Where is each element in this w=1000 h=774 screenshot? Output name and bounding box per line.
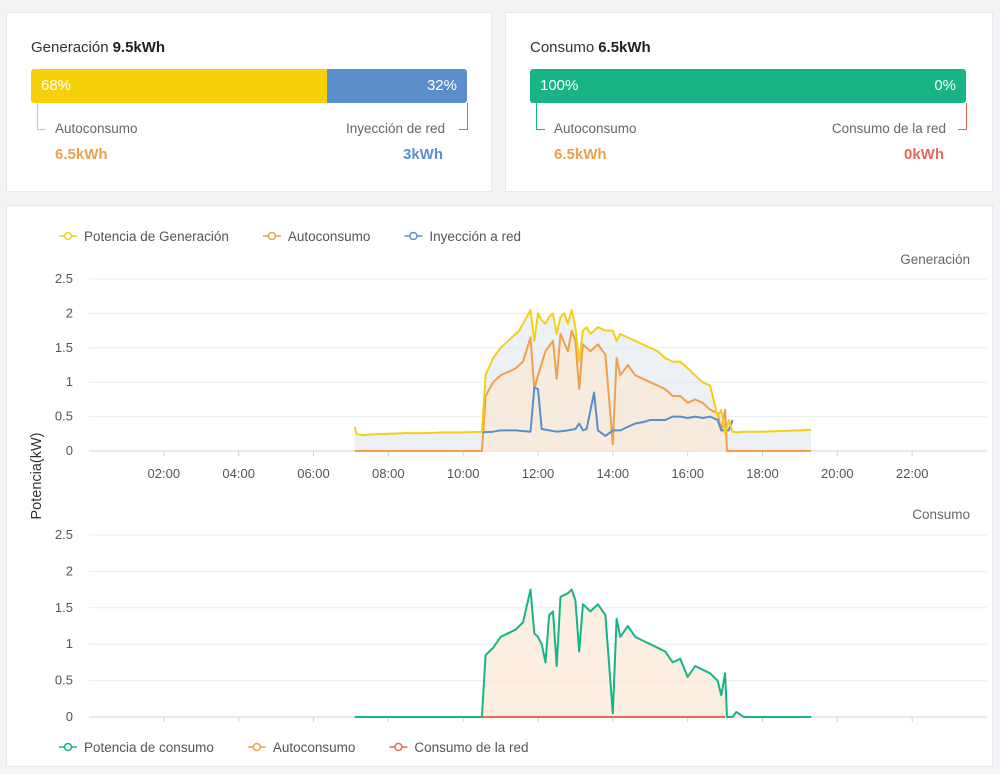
- consumption-total: 6.5kWh: [598, 39, 651, 56]
- gen-legend-marker: [63, 231, 73, 241]
- cons-legend-marker: [394, 742, 403, 752]
- gen-y-tick-label: 1.5: [55, 340, 73, 355]
- gen-line-autoconsumo: [354, 329, 812, 452]
- x-tick-label: 14:00: [597, 466, 630, 481]
- generation-right-value: 3kWh: [402, 146, 443, 163]
- x-tick-label: 20:00: [821, 466, 854, 481]
- consumption-bar: 100% 0%: [530, 69, 966, 103]
- generation-card: Generación 9.5kWh 68% 32% Autoconsumo Iny…: [6, 12, 492, 192]
- x-tick-label: 02:00: [148, 466, 181, 481]
- gen-line-inyecci-n-a-red: [481, 386, 734, 437]
- gen-area-autoconsumo: [354, 330, 812, 451]
- consumption-left-bracket: [536, 103, 545, 130]
- cons-line-potencia-de-consumo: [354, 588, 812, 718]
- cons-y-tick-label: 1.5: [55, 600, 73, 615]
- gen-y-tick-label: 0.5: [55, 409, 73, 424]
- cons-y-tick-label: 2.5: [55, 527, 73, 542]
- cons-panel-label: Consumo: [912, 507, 970, 522]
- x-tick-label: 16:00: [671, 466, 704, 481]
- generation-bar: 68% 32%: [31, 69, 467, 103]
- gen-legend-label: Potencia de Generación: [84, 229, 229, 244]
- gen-y-tick-label: 2.5: [55, 271, 73, 286]
- x-tick-label: 10:00: [447, 466, 480, 481]
- consumption-card: Consumo 6.5kWh 100% 0% Autoconsumo Consum…: [505, 12, 993, 192]
- cons-legend-label: Potencia de consumo: [84, 740, 214, 755]
- gen-legend-marker: [267, 231, 277, 241]
- consumption-right-bracket: [958, 103, 967, 130]
- generation-left-label: Autoconsumo: [55, 121, 138, 136]
- cons-y-tick-label: 0.5: [55, 673, 73, 688]
- x-tick-label: 18:00: [746, 466, 779, 481]
- cons-legend-label: Consumo de la red: [414, 740, 528, 755]
- gen-legend-label: Inyección a red: [429, 229, 521, 244]
- generation-right-label: Inyección de red: [345, 121, 445, 136]
- generation-left-value: 6.5kWh: [55, 146, 108, 163]
- consumption-right-label: Consumo de la red: [831, 121, 946, 136]
- cons-legend-marker: [63, 742, 73, 752]
- x-tick-label: 22:00: [896, 466, 929, 481]
- cons-legend-marker: [252, 742, 262, 752]
- generation-grid-injection-segment: 32%: [327, 69, 467, 103]
- power-chart-card: 0 0.5 1 1.5 2 2.5 02:00 04:00 06:00 08:00 10:00 12:…: [6, 205, 993, 767]
- gen-legend-label: Autoconsumo: [288, 229, 371, 244]
- x-tick-label: 06:00: [297, 466, 330, 481]
- cons-area-autoconsumo: [354, 589, 812, 717]
- consumption-right-value: 0kWh: [903, 146, 944, 163]
- y-axis-label: Potencia(kW): [29, 432, 45, 519]
- gen-y-tick-label: 1: [66, 374, 73, 389]
- cons-legend-label: Autoconsumo: [273, 740, 356, 755]
- generation-total: 9.5kWh: [112, 39, 166, 56]
- cons-y-tick-label: 0: [66, 709, 73, 724]
- gen-y-tick-label: 0: [66, 443, 73, 458]
- gen-y-tick-label: 2: [66, 305, 73, 320]
- x-tick-label: 12:00: [522, 466, 555, 481]
- consumption-self-consumption-segment: 100%: [530, 69, 966, 103]
- x-tick-label: 08:00: [372, 466, 405, 481]
- gen-panel-label: Generación: [900, 252, 970, 267]
- consumption-title: Consumo 6.5kWh: [530, 39, 651, 56]
- gen-line-potencia-de-generaci-n: [353, 309, 812, 437]
- generation-left-bracket: [37, 103, 46, 130]
- cons-y-tick-label: 2: [66, 563, 73, 578]
- generation-self-consumption-segment: 68%: [31, 69, 328, 103]
- gen-legend-marker: [409, 231, 418, 241]
- consumption-left-value: 6.5kWh: [554, 146, 607, 163]
- power-chart: 0 0.5 1 1.5 2 2.5 02:00 04:00 06:00 08:00 10:00 12:…: [29, 229, 987, 755]
- cons-y-tick-label: 1: [66, 636, 73, 651]
- x-tick-label: 04:00: [222, 466, 255, 481]
- consumption-grid-segment: 0%: [934, 77, 956, 94]
- generation-right-bracket: [459, 103, 468, 130]
- generation-title: Generación 9.5kWh: [31, 39, 166, 56]
- consumption-left-label: Autoconsumo: [554, 121, 637, 136]
